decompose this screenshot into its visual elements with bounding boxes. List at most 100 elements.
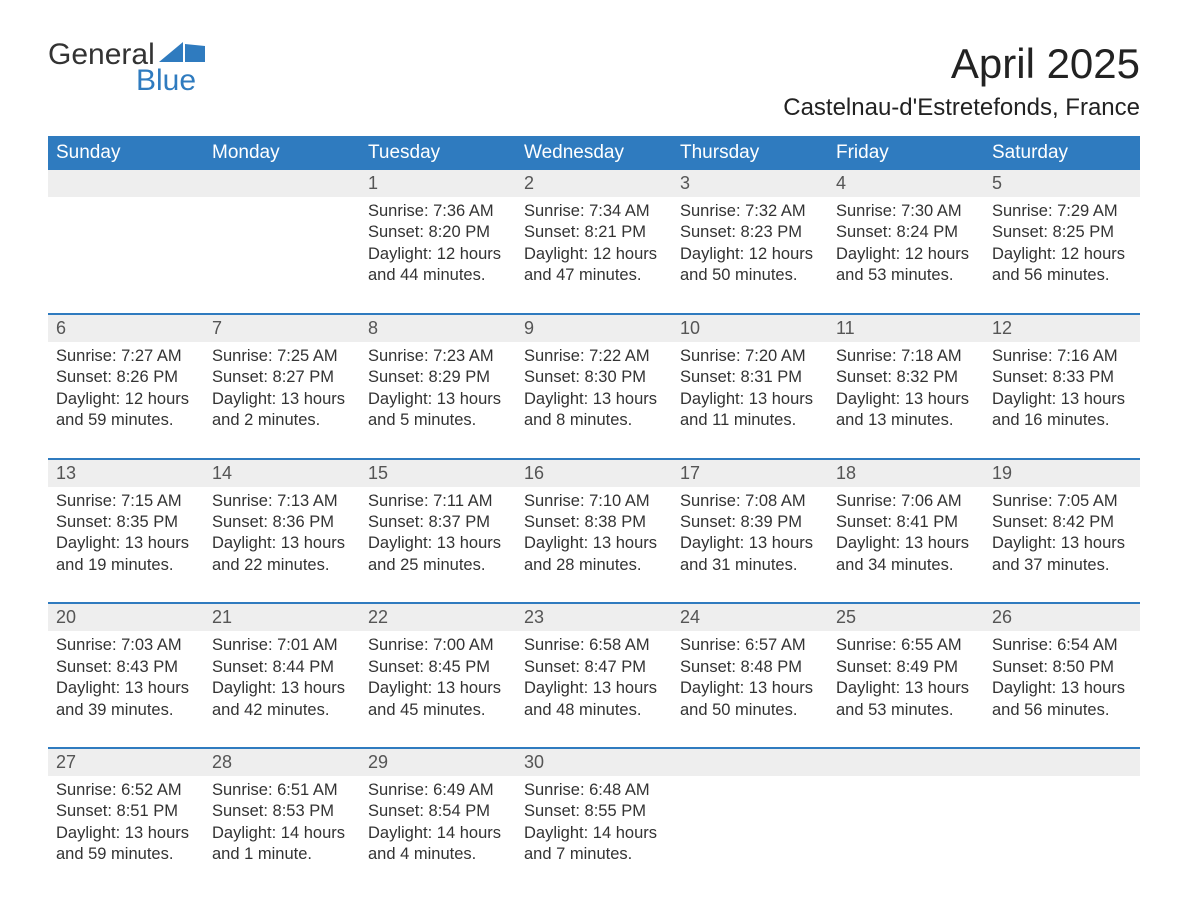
sunset-value: 8:50 PM	[1053, 658, 1114, 676]
day-number: 18	[828, 460, 984, 487]
sunrise-line: Sunrise: 7:30 AM	[836, 201, 976, 222]
weekday-header: Wednesday	[516, 136, 672, 170]
sunrise-line: Sunrise: 7:36 AM	[368, 201, 508, 222]
sunrise-value: 6:57 AM	[745, 636, 806, 654]
sunrise-line: Sunrise: 7:34 AM	[524, 201, 664, 222]
sunset-label: Sunset:	[56, 658, 117, 676]
sunrise-line: Sunrise: 7:00 AM	[368, 635, 508, 656]
weekday-header: Thursday	[672, 136, 828, 170]
sunset-value: 8:20 PM	[429, 223, 490, 241]
page-header: General Blue April 2025 Castelnau-d'Estr…	[48, 40, 1140, 122]
sunrise-label: Sunrise:	[680, 636, 745, 654]
day-number	[984, 749, 1140, 776]
sunrise-line: Sunrise: 7:11 AM	[368, 491, 508, 512]
calendar-week: 12345Sunrise: 7:36 AMSunset: 8:20 PMDayl…	[48, 170, 1140, 295]
sunrise-label: Sunrise:	[836, 636, 901, 654]
day-number: 1	[360, 170, 516, 197]
daylight-label: Daylight:	[992, 534, 1061, 552]
day-number: 17	[672, 460, 828, 487]
sunset-line: Sunset: 8:49 PM	[836, 657, 976, 678]
sunset-line: Sunset: 8:35 PM	[56, 512, 196, 533]
sunset-line: Sunset: 8:48 PM	[680, 657, 820, 678]
sunrise-label: Sunrise:	[212, 492, 277, 510]
sunrise-line: Sunrise: 7:25 AM	[212, 346, 352, 367]
sunset-line: Sunset: 8:39 PM	[680, 512, 820, 533]
daylight-line: Daylight: 14 hours and 1 minute.	[212, 823, 352, 866]
sunset-line: Sunset: 8:30 PM	[524, 367, 664, 388]
calendar-cell	[204, 197, 360, 295]
sunrise-label: Sunrise:	[212, 636, 277, 654]
daylight-label: Daylight:	[680, 390, 749, 408]
calendar-cell: Sunrise: 6:51 AMSunset: 8:53 PMDaylight:…	[204, 776, 360, 874]
calendar-cell: Sunrise: 7:08 AMSunset: 8:39 PMDaylight:…	[672, 487, 828, 585]
location-subtitle: Castelnau-d'Estretefonds, France	[783, 94, 1140, 122]
sunrise-line: Sunrise: 7:15 AM	[56, 491, 196, 512]
day-number: 10	[672, 315, 828, 342]
title-block: April 2025 Castelnau-d'Estretefonds, Fra…	[783, 40, 1140, 122]
sunrise-value: 7:06 AM	[901, 492, 962, 510]
sunset-label: Sunset:	[212, 658, 273, 676]
calendar-cell: Sunrise: 7:22 AMSunset: 8:30 PMDaylight:…	[516, 342, 672, 440]
daylight-line: Daylight: 13 hours and 2 minutes.	[212, 389, 352, 432]
sunrise-value: 7:25 AM	[277, 347, 338, 365]
calendar-cell: Sunrise: 7:16 AMSunset: 8:33 PMDaylight:…	[984, 342, 1140, 440]
day-number: 15	[360, 460, 516, 487]
sunset-value: 8:31 PM	[741, 368, 802, 386]
calendar-cell	[828, 776, 984, 874]
sunset-label: Sunset:	[680, 223, 741, 241]
day-number: 25	[828, 604, 984, 631]
sunrise-label: Sunrise:	[368, 636, 433, 654]
daylight-line: Daylight: 13 hours and 45 minutes.	[368, 678, 508, 721]
sunrise-label: Sunrise:	[56, 347, 121, 365]
day-number: 21	[204, 604, 360, 631]
sunset-value: 8:36 PM	[273, 513, 334, 531]
sunset-value: 8:44 PM	[273, 658, 334, 676]
daylight-line: Daylight: 12 hours and 44 minutes.	[368, 244, 508, 287]
sunrise-line: Sunrise: 7:10 AM	[524, 491, 664, 512]
sunset-line: Sunset: 8:41 PM	[836, 512, 976, 533]
sunrise-value: 7:18 AM	[901, 347, 962, 365]
sunset-value: 8:32 PM	[897, 368, 958, 386]
calendar-cell: Sunrise: 7:10 AMSunset: 8:38 PMDaylight:…	[516, 487, 672, 585]
daylight-label: Daylight:	[368, 679, 437, 697]
daylight-label: Daylight:	[368, 534, 437, 552]
daylight-line: Daylight: 14 hours and 7 minutes.	[524, 823, 664, 866]
calendar-cell: Sunrise: 7:34 AMSunset: 8:21 PMDaylight:…	[516, 197, 672, 295]
sunrise-value: 6:54 AM	[1057, 636, 1118, 654]
sunrise-value: 7:32 AM	[745, 202, 806, 220]
sunset-value: 8:51 PM	[117, 802, 178, 820]
daylight-label: Daylight:	[836, 390, 905, 408]
sunrise-line: Sunrise: 7:01 AM	[212, 635, 352, 656]
day-number: 20	[48, 604, 204, 631]
daylight-label: Daylight:	[368, 824, 437, 842]
sunrise-line: Sunrise: 7:20 AM	[680, 346, 820, 367]
sunset-line: Sunset: 8:55 PM	[524, 801, 664, 822]
sunset-label: Sunset:	[680, 513, 741, 531]
calendar-cell: Sunrise: 7:15 AMSunset: 8:35 PMDaylight:…	[48, 487, 204, 585]
sunrise-value: 7:27 AM	[121, 347, 182, 365]
daylight-line: Daylight: 13 hours and 22 minutes.	[212, 533, 352, 576]
sunset-value: 8:47 PM	[585, 658, 646, 676]
sunset-label: Sunset:	[836, 513, 897, 531]
daylight-line: Daylight: 12 hours and 50 minutes.	[680, 244, 820, 287]
sunset-value: 8:39 PM	[741, 513, 802, 531]
sunrise-value: 7:16 AM	[1057, 347, 1118, 365]
sunrise-label: Sunrise:	[836, 492, 901, 510]
calendar-cell: Sunrise: 6:58 AMSunset: 8:47 PMDaylight:…	[516, 631, 672, 729]
calendar-cell: Sunrise: 7:30 AMSunset: 8:24 PMDaylight:…	[828, 197, 984, 295]
calendar: SundayMondayTuesdayWednesdayThursdayFrid…	[48, 136, 1140, 874]
sunset-label: Sunset:	[56, 513, 117, 531]
sunset-value: 8:30 PM	[585, 368, 646, 386]
sunrise-line: Sunrise: 7:05 AM	[992, 491, 1132, 512]
sunset-value: 8:43 PM	[117, 658, 178, 676]
sunrise-value: 6:52 AM	[121, 781, 182, 799]
sunrise-line: Sunrise: 7:18 AM	[836, 346, 976, 367]
sunset-line: Sunset: 8:29 PM	[368, 367, 508, 388]
sunset-label: Sunset:	[992, 223, 1053, 241]
calendar-cell: Sunrise: 7:13 AMSunset: 8:36 PMDaylight:…	[204, 487, 360, 585]
sunset-label: Sunset:	[368, 368, 429, 386]
daylight-line: Daylight: 13 hours and 28 minutes.	[524, 533, 664, 576]
sunrise-line: Sunrise: 6:55 AM	[836, 635, 976, 656]
calendar-cell	[48, 197, 204, 295]
sunrise-label: Sunrise:	[992, 636, 1057, 654]
